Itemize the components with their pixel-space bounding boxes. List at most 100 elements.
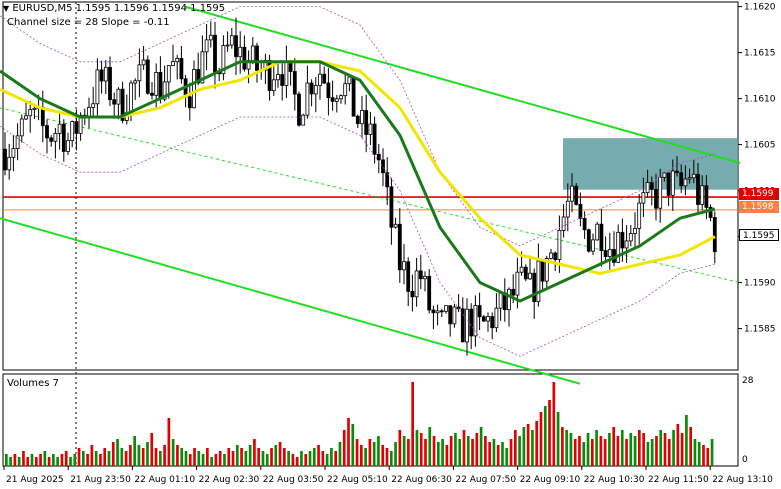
candle-body [145, 59, 150, 94]
candle-body [3, 148, 7, 171]
y-tick-label: 1.1610 [744, 95, 776, 105]
volume-bar [154, 448, 158, 466]
volume-bar [501, 442, 504, 466]
volume-bar [458, 439, 462, 466]
volume-bar [667, 439, 671, 466]
y-tick-label: 1.1605 [744, 141, 776, 151]
volume-bar [548, 400, 551, 466]
x-tick-label: 22 Aug 10:30 [584, 475, 645, 485]
candle-body [74, 121, 79, 134]
volume-bar [308, 451, 312, 466]
candle-body [297, 93, 301, 126]
fast-moving-average [0, 60, 716, 303]
volume-bar [26, 457, 30, 466]
candle-body [339, 95, 343, 100]
volume-bar [398, 430, 402, 466]
x-tick-label: 22 Aug 01:10 [134, 475, 195, 485]
volume-bar [120, 448, 124, 466]
volume-bar [193, 448, 196, 466]
candle-body [175, 58, 180, 63]
candle-body [641, 192, 646, 204]
candle-body [322, 73, 327, 84]
volume-bar [706, 448, 710, 466]
candle-body [666, 172, 671, 196]
candle-body [129, 82, 133, 114]
volume-bar [22, 451, 25, 466]
x-tick-label: 22 Aug 09:10 [520, 475, 581, 485]
volume-bar [355, 439, 359, 466]
candle-body [712, 217, 717, 253]
candle-body [360, 110, 364, 125]
candle-body [540, 260, 545, 282]
volume-bar [5, 454, 8, 466]
candle-body [24, 115, 28, 120]
volume-bar [158, 451, 162, 466]
candle-body [486, 316, 490, 322]
candle-body [553, 252, 558, 260]
candle-body [250, 45, 255, 62]
channel-lower-line [0, 217, 581, 385]
upper-envelope [0, 6, 716, 247]
volume-bar [620, 430, 624, 466]
candle-body [582, 217, 587, 231]
volume-bar [539, 412, 543, 466]
candle-body [204, 39, 209, 53]
volumes-scale-bottom: 0 [742, 455, 748, 465]
dropdown-arrow-icon[interactable]: ▼ [3, 4, 10, 13]
volume-bar [419, 433, 423, 466]
candle-body [649, 182, 654, 190]
volume-bar [475, 433, 479, 466]
volume-bar [146, 442, 149, 466]
volume-bar [278, 442, 282, 466]
candle-body [276, 74, 280, 81]
volume-bar [436, 442, 440, 466]
volume-bar [364, 448, 367, 466]
candle-body [11, 148, 16, 158]
candle-body [208, 34, 213, 41]
candle-body [704, 185, 709, 208]
candle-body [301, 114, 306, 126]
volume-bar [43, 451, 47, 466]
candle-body [372, 123, 377, 155]
candle-body [561, 216, 566, 231]
candle-body [95, 69, 100, 105]
candle-body [368, 123, 373, 135]
resistance-zone [563, 138, 738, 190]
volume-bar [223, 454, 226, 466]
candle-body [586, 229, 591, 252]
candle-body [192, 69, 196, 109]
volume-bar [556, 412, 560, 466]
volume-bar [167, 418, 171, 466]
candle-body [385, 172, 390, 188]
candle-body [137, 64, 142, 82]
volume-bar [513, 430, 517, 466]
x-tick-label: 21 Aug 23:50 [70, 475, 131, 485]
volume-bar [9, 457, 12, 466]
volume-bar [163, 445, 166, 466]
candle-body [166, 65, 171, 83]
candle-body [280, 74, 285, 86]
candle-body [120, 88, 125, 121]
x-tick-label: 21 Aug 2025 [6, 475, 64, 485]
red-level-badge: 1.1599 [739, 188, 779, 200]
volume-bar [402, 436, 406, 466]
volume-bar [642, 433, 645, 466]
volume-bar [625, 439, 628, 466]
candle-body [460, 308, 465, 343]
volume-bar [663, 433, 667, 466]
candle-body [675, 170, 679, 174]
volume-bar [86, 454, 89, 466]
volume-bar [578, 436, 581, 466]
candle-body [326, 82, 331, 99]
candle-body [473, 305, 478, 337]
candle-body [591, 239, 595, 252]
volume-bar [133, 436, 136, 466]
x-tick-label: 22 Aug 11:50 [648, 475, 709, 485]
volume-bar [176, 445, 179, 466]
volume-bar [697, 442, 701, 466]
candle-body [32, 107, 37, 110]
volume-bar [629, 433, 633, 466]
candle-body [620, 231, 625, 249]
